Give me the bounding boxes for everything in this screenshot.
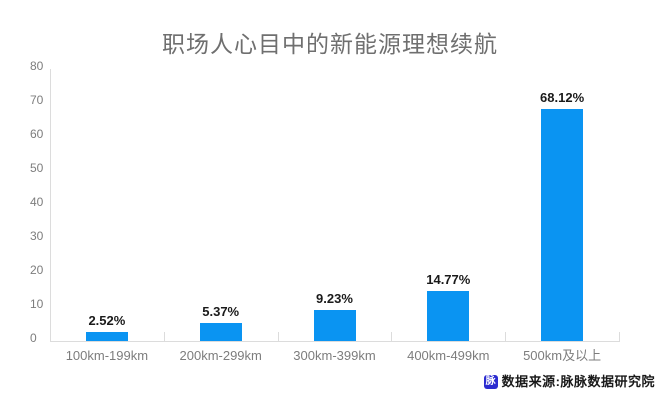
y-axis-tick-label: 80 <box>30 59 44 73</box>
x-axis-label: 300km-399km <box>293 348 376 363</box>
bar <box>85 332 128 341</box>
x-axis-tick <box>619 332 620 341</box>
data-source-label: 数据来源:脉脉数据研究院 <box>501 374 655 389</box>
bar-value-label: 14.77% <box>426 271 471 287</box>
x-axis-label: 100km-199km <box>65 348 149 363</box>
x-axis-tick <box>277 332 279 341</box>
y-axis-tick-label: 70 <box>30 93 44 107</box>
x-axis-label: 400km-499km <box>407 348 490 363</box>
data-source: 脉 数据来源:脉脉数据研究院 <box>483 374 655 390</box>
x-axis-tick <box>391 332 393 341</box>
y-axis-line <box>50 69 51 341</box>
bar-value-label: 2.52% <box>88 313 126 329</box>
bar <box>313 309 356 341</box>
chart-title: 职场人心目中的新能源理想续航 <box>162 31 498 57</box>
maimai-logo-icon: 脉 <box>483 375 498 389</box>
x-axis-label: 200km-299km <box>179 348 262 363</box>
x-axis-line <box>50 341 620 342</box>
y-axis-tick-label: 0 <box>30 331 37 345</box>
y-axis-tick-label: 50 <box>30 161 44 175</box>
bar <box>427 290 470 341</box>
y-axis-tick-label: 60 <box>30 127 44 141</box>
y-axis-tick-label: 20 <box>30 263 44 277</box>
y-axis-tick-label: 40 <box>30 195 44 209</box>
x-axis-tick <box>163 332 165 341</box>
y-axis-tick-label: 30 <box>30 229 44 243</box>
bar <box>541 109 584 341</box>
x-axis-label: 500km及以上 <box>523 348 602 363</box>
bar <box>199 322 242 341</box>
y-axis-tick-label: 10 <box>30 297 44 311</box>
bar-value-label: 9.23% <box>316 290 353 306</box>
x-axis-tick <box>505 332 507 341</box>
bar-value-label: 5.37% <box>202 303 240 319</box>
bar-value-label: 68.12% <box>540 90 585 106</box>
